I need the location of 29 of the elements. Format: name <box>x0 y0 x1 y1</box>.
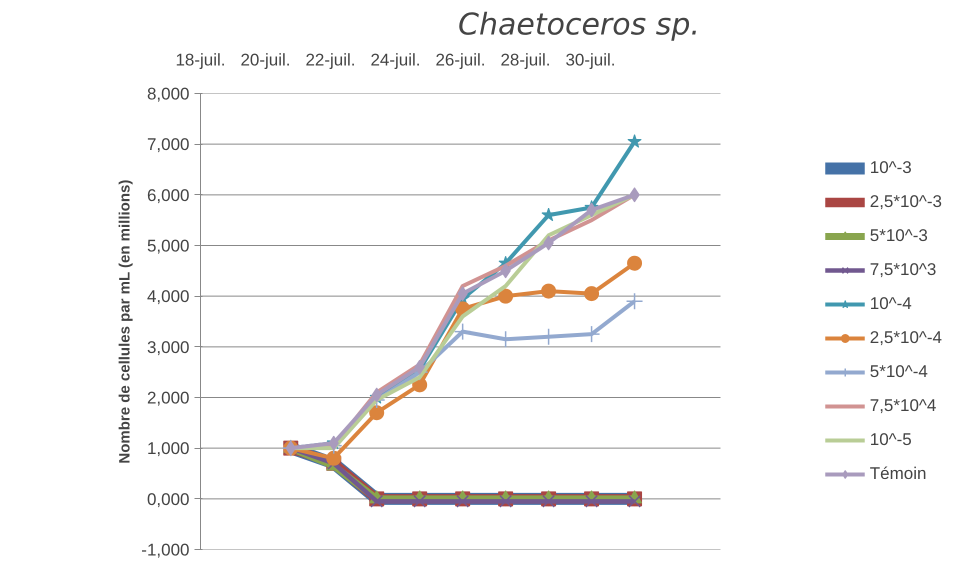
x2-tick-label: 28-juil. <box>500 50 551 70</box>
x2-tick-label: 22-juil. <box>305 50 356 70</box>
y-tick-label: -1,000 <box>141 540 190 560</box>
x2-tick-label: 18-juil. <box>175 50 226 70</box>
y-tick-label: 5,000 <box>146 236 190 256</box>
y-tick-label: 3,000 <box>146 338 190 357</box>
legend-label: Témoin <box>870 464 926 484</box>
legend-label: 10^-4 <box>870 294 912 314</box>
x2-tick-label: 26-juil. <box>435 50 486 70</box>
y-tick-label: 8,000 <box>146 84 190 104</box>
y-tick-label: 1,000 <box>146 439 190 458</box>
legend-label: 7,5*10^3 <box>870 260 936 280</box>
legend-label: 2,5*10^-3 <box>870 192 942 212</box>
chart-title: Chaetoceros sp. <box>458 8 700 42</box>
legend-label: 10^-3 <box>870 158 912 178</box>
y-tick-label: 2,000 <box>146 388 190 408</box>
y-tick-label: 0,000 <box>146 490 190 509</box>
x2-tick-label: 30-juil. <box>565 50 616 70</box>
legend-label: 7,5*10^4 <box>870 396 936 416</box>
y-tick-label: 6,000 <box>146 186 190 205</box>
legend-label: 10^-5 <box>870 430 912 450</box>
legend-label: 2,5*10^-4 <box>870 328 942 348</box>
x2-tick-label: 24-juil. <box>370 50 421 70</box>
legend-label: 5*10^-3 <box>870 226 928 246</box>
legend-label: 5*10^-4 <box>870 362 928 382</box>
y-tick-label: 7,000 <box>146 135 190 154</box>
x2-tick-label: 20-juil. <box>240 50 291 70</box>
y-axis-title: Nombre de cellules par mL (en millions) <box>116 180 134 464</box>
y-tick-label: 4,000 <box>146 287 190 306</box>
